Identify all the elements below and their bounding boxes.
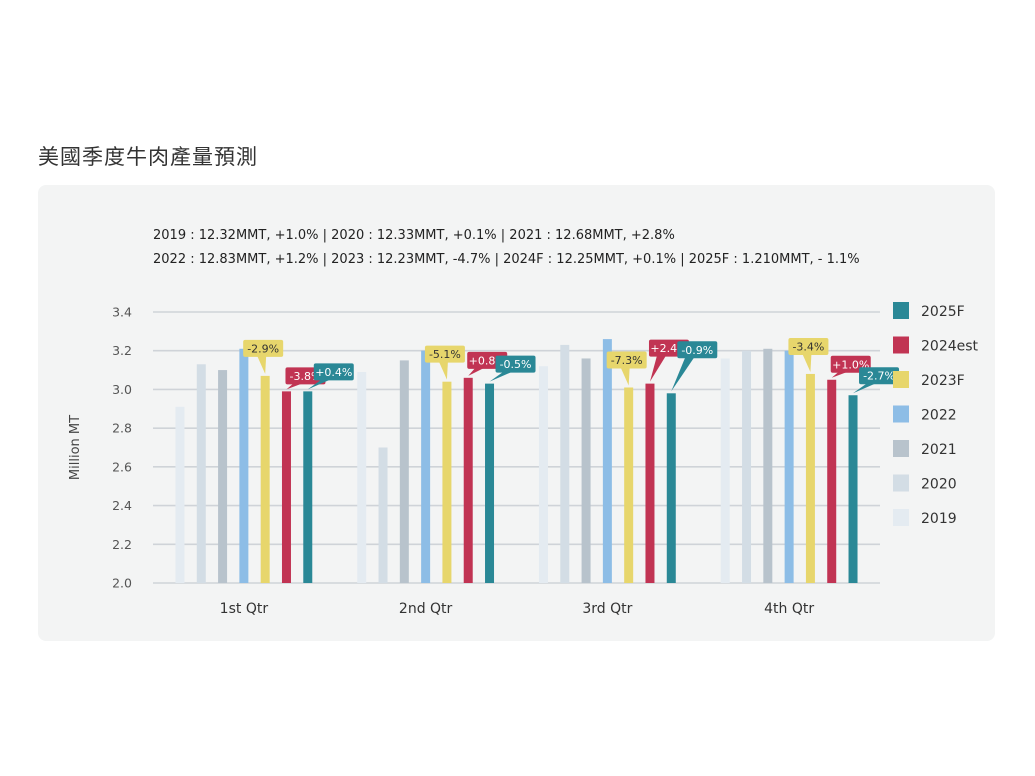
callout-label: +0.4%: [315, 366, 352, 379]
legend-item-2024est: 2024est: [921, 339, 979, 355]
x-category-label: 3rd Qtr: [582, 601, 632, 617]
callout-box-2025F: [495, 355, 536, 373]
bar-2021-3: [581, 358, 591, 583]
callout-label: -2.7%: [863, 370, 895, 383]
bar-2025F-1: [303, 391, 313, 583]
legend-item-2021: 2021: [921, 442, 957, 458]
callout-box-2025F: [677, 341, 718, 359]
callout-pointer-2024est: [286, 383, 303, 390]
y-tick-label: 2.2: [112, 537, 132, 552]
legend-item-2019: 2019: [921, 511, 957, 527]
bar-2019-2: [357, 372, 367, 583]
callout-box-2023F: [243, 339, 284, 357]
callout-pointer-2025F: [671, 357, 695, 392]
bar-2025F-4: [848, 395, 858, 583]
legend-swatch-2023F: [893, 371, 909, 388]
bar-2024est-2: [463, 377, 473, 583]
callout-box-2023F: [606, 351, 647, 369]
y-tick-label: 2.4: [112, 498, 132, 513]
bar-2024est-3: [645, 383, 655, 583]
bar-2020-3: [560, 344, 570, 583]
bar-2020-2: [378, 447, 388, 583]
callout-pointer-2023F: [257, 355, 267, 374]
bar-2022-3: [602, 339, 612, 583]
bar-2021-1: [218, 370, 228, 583]
callout-label: -3.8%: [290, 370, 322, 383]
page-title: 美國季度牛肉產量預測: [38, 145, 258, 169]
bar-2019-3: [538, 366, 548, 583]
bar-2023F-3: [624, 387, 634, 583]
bar-2025F-2: [485, 383, 495, 583]
y-tick-label: 2.8: [112, 421, 132, 436]
y-tick-label: 2.0: [112, 576, 132, 591]
legend-item-2022: 2022: [921, 408, 957, 424]
callout-pointer-2023F: [802, 353, 812, 372]
bar-2021-2: [399, 360, 409, 583]
legend-swatch-2025F: [893, 302, 909, 319]
y-axis-label: Million MT: [68, 415, 83, 480]
bar-2019-1: [175, 406, 185, 583]
callout-label: -2.9%: [247, 342, 279, 355]
callout-label: -0.9%: [681, 344, 713, 357]
callout-pointer-2025F: [853, 383, 877, 394]
callout-pointer-2025F: [489, 371, 513, 382]
callout-pointer-2024est: [649, 355, 666, 382]
callout-label: -7.3%: [611, 354, 643, 367]
bar-2019-4: [720, 358, 730, 583]
callout-box-2025F: [859, 367, 900, 385]
callout-label: -5.1%: [429, 348, 461, 361]
bar-2022-4: [784, 350, 794, 583]
bar-2024est-4: [827, 379, 837, 583]
callout-pointer-2024est: [831, 371, 848, 378]
chart-subtitle-line-2: 2022 : 12.83MMT, +1.2% | 2023 : 12.23MMT…: [153, 252, 860, 267]
bar-2023F-1: [260, 375, 270, 583]
x-category-label: 1st Qtr: [220, 601, 269, 617]
legend-item-2020: 2020: [921, 477, 957, 493]
chart-subtitle-line-1: 2019 : 12.32MMT, +1.0% | 2020 : 12.33MMT…: [153, 228, 675, 243]
legend-swatch-2020: [893, 474, 909, 492]
callout-pointer-2025F: [307, 379, 331, 390]
bar-2024est-1: [281, 391, 291, 583]
bar-2025F-3: [666, 393, 676, 583]
bar-2023F-4: [805, 373, 815, 583]
bar-2021-4: [763, 348, 773, 583]
legend-swatch-2022: [893, 405, 909, 423]
callout-pointer-2023F: [438, 361, 448, 380]
y-tick-label: 3.4: [112, 305, 132, 320]
y-tick-label: 3.0: [112, 382, 132, 397]
callout-label: -3.4%: [792, 340, 824, 353]
legend-swatch-2024est: [893, 336, 909, 354]
callout-pointer-2024est: [468, 367, 485, 376]
x-category-label: 2nd Qtr: [399, 601, 453, 617]
callout-pointer-2023F: [620, 367, 630, 386]
callout-box-2025F: [313, 363, 354, 381]
legend-item-2025F: 2025F: [921, 304, 965, 320]
x-category-label: 4th Qtr: [764, 601, 814, 617]
bar-2022-1: [239, 348, 249, 583]
legend-swatch-2019: [893, 509, 909, 526]
callout-box-2023F: [788, 337, 829, 355]
callout-box-2023F: [424, 345, 465, 363]
bar-2020-4: [742, 350, 752, 583]
bar-2020-1: [196, 364, 206, 583]
y-tick-label: 3.2: [112, 343, 132, 358]
y-tick-label: 2.6: [112, 459, 132, 474]
bar-2022-2: [421, 350, 431, 583]
legend-item-2023F: 2023F: [921, 373, 965, 389]
callout-label: -0.5%: [500, 358, 532, 371]
bar-2023F-2: [442, 381, 452, 583]
legend-swatch-2021: [893, 440, 909, 457]
